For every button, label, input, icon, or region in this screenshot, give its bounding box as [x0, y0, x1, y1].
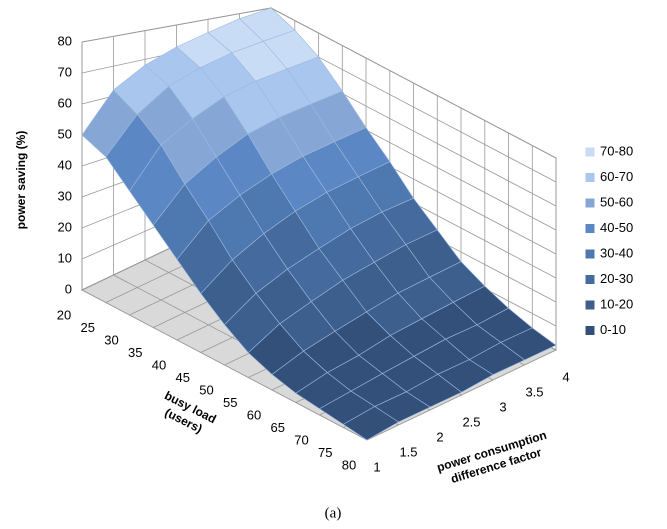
- x-tick-label: 35: [128, 345, 142, 360]
- legend-label: 0-10: [600, 322, 626, 337]
- legend-swatch: [584, 172, 596, 183]
- legend-swatch: [584, 274, 596, 285]
- x-tick-label: 25: [81, 320, 95, 335]
- y-tick-label: 2: [436, 429, 443, 444]
- surface-facet: [342, 406, 399, 441]
- legend-swatch: [584, 146, 596, 158]
- legend-swatch: [584, 197, 596, 209]
- x-tick-label: 65: [271, 420, 285, 435]
- x-tick-label: 80: [342, 457, 356, 472]
- z-tick-label: 50: [58, 126, 72, 141]
- z-tick-label: 60: [58, 95, 72, 110]
- x-tick-label: 20: [57, 307, 71, 322]
- legend-label: 30-40: [600, 245, 633, 260]
- grid-line: [81, 42, 368, 441]
- x-tick-label: 40: [152, 357, 166, 372]
- legend-swatch: [584, 325, 596, 336]
- x-tick-label: 60: [247, 407, 261, 422]
- legend-swatch: [584, 248, 596, 260]
- z-tick-label: 80: [58, 33, 72, 48]
- x-tick-label: 30: [104, 332, 118, 347]
- y-tick-label: 3.5: [525, 384, 543, 399]
- y-axis-label: power consumption difference factor: [435, 428, 548, 486]
- y-tick-label: 4: [562, 369, 569, 384]
- caption: (a): [325, 505, 342, 521]
- legend-label: 20-30: [600, 271, 633, 286]
- x-tick-label: 75: [318, 445, 332, 460]
- x-tick-label: 70: [294, 432, 308, 447]
- legend-label: 10-20: [600, 296, 633, 311]
- y-tick-label: 1: [373, 459, 380, 474]
- y-tick-label: 3: [499, 399, 506, 414]
- z-axis-label: power saving (%): [14, 131, 28, 230]
- y-tick-label: 2.5: [462, 414, 480, 429]
- z-tick-label: 30: [58, 188, 72, 203]
- legend-label: 50-60: [600, 194, 633, 209]
- x-tick-label: 45: [176, 370, 190, 385]
- x-tick-label: 55: [223, 395, 237, 410]
- legend-swatch: [584, 223, 596, 234]
- x-tick-label: 50: [199, 382, 213, 397]
- legend-label: 70-80: [600, 143, 633, 158]
- z-tick-label: 20: [58, 219, 72, 234]
- z-tick-label: 70: [58, 64, 72, 79]
- z-tick-label: 10: [58, 250, 72, 265]
- y-tick-label: 1.5: [399, 444, 417, 459]
- legend-label: 40-50: [600, 220, 633, 235]
- z-tick-label: 40: [58, 157, 72, 172]
- z-tick-label: 0: [65, 281, 72, 296]
- legend-swatch: [584, 299, 596, 311]
- legend-label: 60-70: [600, 169, 633, 184]
